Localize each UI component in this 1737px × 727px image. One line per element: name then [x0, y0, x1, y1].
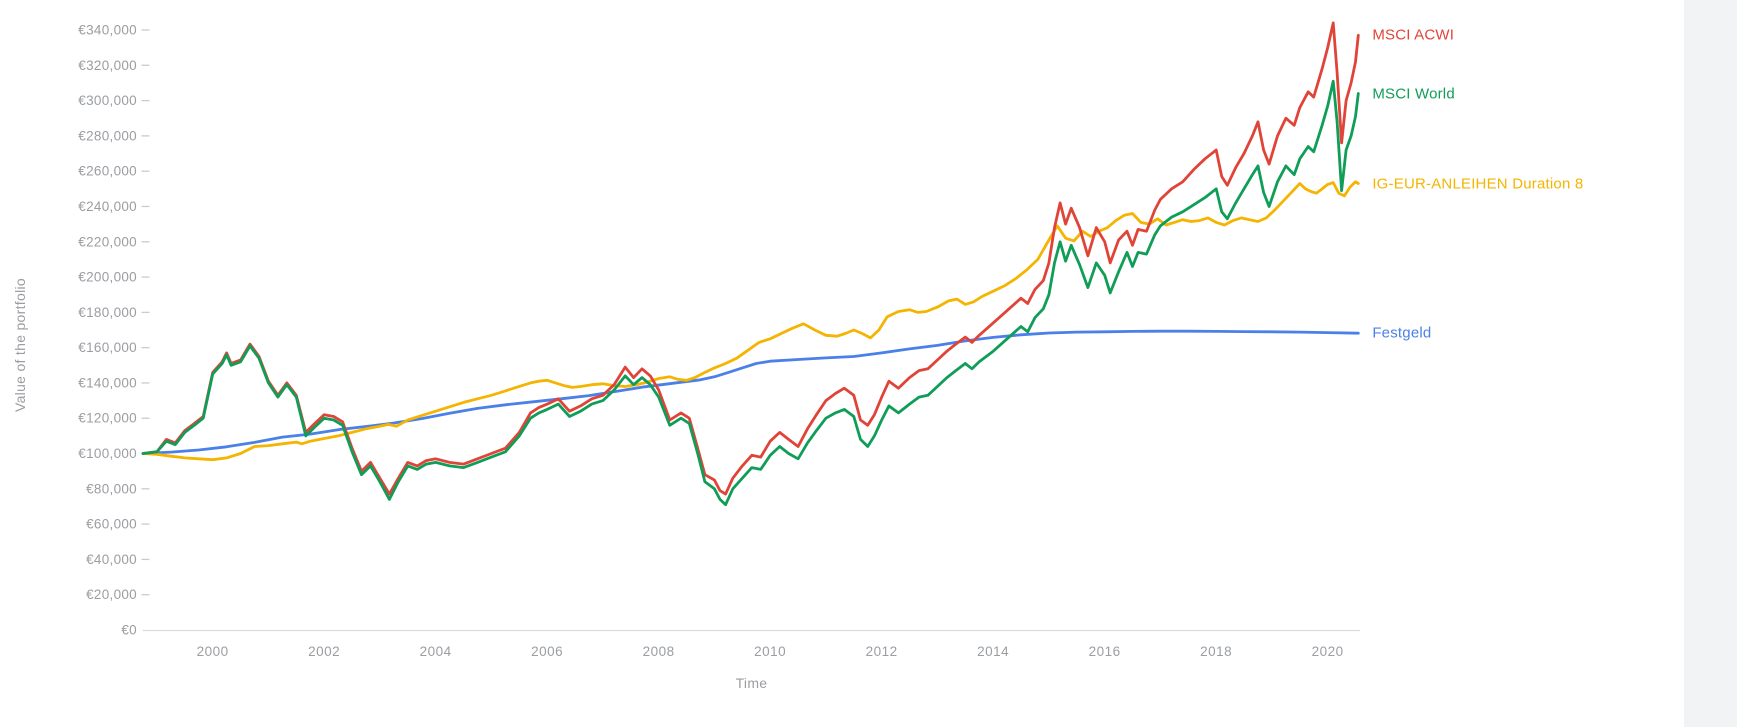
svg-text:€320,000: €320,000: [78, 58, 137, 73]
svg-text:2004: 2004: [420, 644, 452, 659]
svg-text:2016: 2016: [1089, 644, 1121, 659]
legend-label-msci-world: MSCI World: [1372, 85, 1455, 103]
svg-text:2014: 2014: [977, 644, 1009, 659]
right-background-panel: [1684, 0, 1737, 727]
svg-text:€20,000: €20,000: [86, 587, 137, 602]
svg-text:2002: 2002: [308, 644, 340, 659]
svg-text:€120,000: €120,000: [78, 411, 137, 426]
y-axis-title: Value of the portfolio: [12, 278, 28, 412]
legend-label-msci-acwi: MSCI ACWI: [1372, 26, 1455, 44]
svg-text:€280,000: €280,000: [78, 128, 137, 143]
svg-text:€60,000: €60,000: [86, 517, 137, 532]
x-axis-title: Time: [735, 675, 768, 691]
svg-text:2000: 2000: [197, 644, 229, 659]
svg-text:2008: 2008: [643, 644, 675, 659]
svg-text:€160,000: €160,000: [78, 340, 137, 355]
svg-text:€100,000: €100,000: [78, 446, 137, 461]
svg-text:€40,000: €40,000: [86, 552, 137, 567]
svg-text:€240,000: €240,000: [78, 199, 137, 214]
svg-text:€180,000: €180,000: [78, 305, 137, 320]
svg-text:€220,000: €220,000: [78, 234, 137, 249]
legend-label-ig-eur-anleihen: IG-EUR-ANLEIHEN Duration 8: [1372, 175, 1584, 193]
svg-text:€80,000: €80,000: [86, 481, 137, 496]
svg-text:2020: 2020: [1312, 644, 1344, 659]
svg-text:2006: 2006: [531, 644, 563, 659]
svg-text:€340,000: €340,000: [78, 23, 137, 38]
svg-text:€300,000: €300,000: [78, 93, 137, 108]
svg-text:€0: €0: [121, 623, 137, 638]
svg-text:2012: 2012: [866, 644, 898, 659]
legend-label-festgeld: Festgeld: [1372, 324, 1432, 342]
svg-text:2018: 2018: [1200, 644, 1232, 659]
svg-text:€200,000: €200,000: [78, 270, 137, 285]
svg-text:2010: 2010: [754, 644, 786, 659]
svg-text:€140,000: €140,000: [78, 375, 137, 390]
svg-text:€260,000: €260,000: [78, 164, 137, 179]
